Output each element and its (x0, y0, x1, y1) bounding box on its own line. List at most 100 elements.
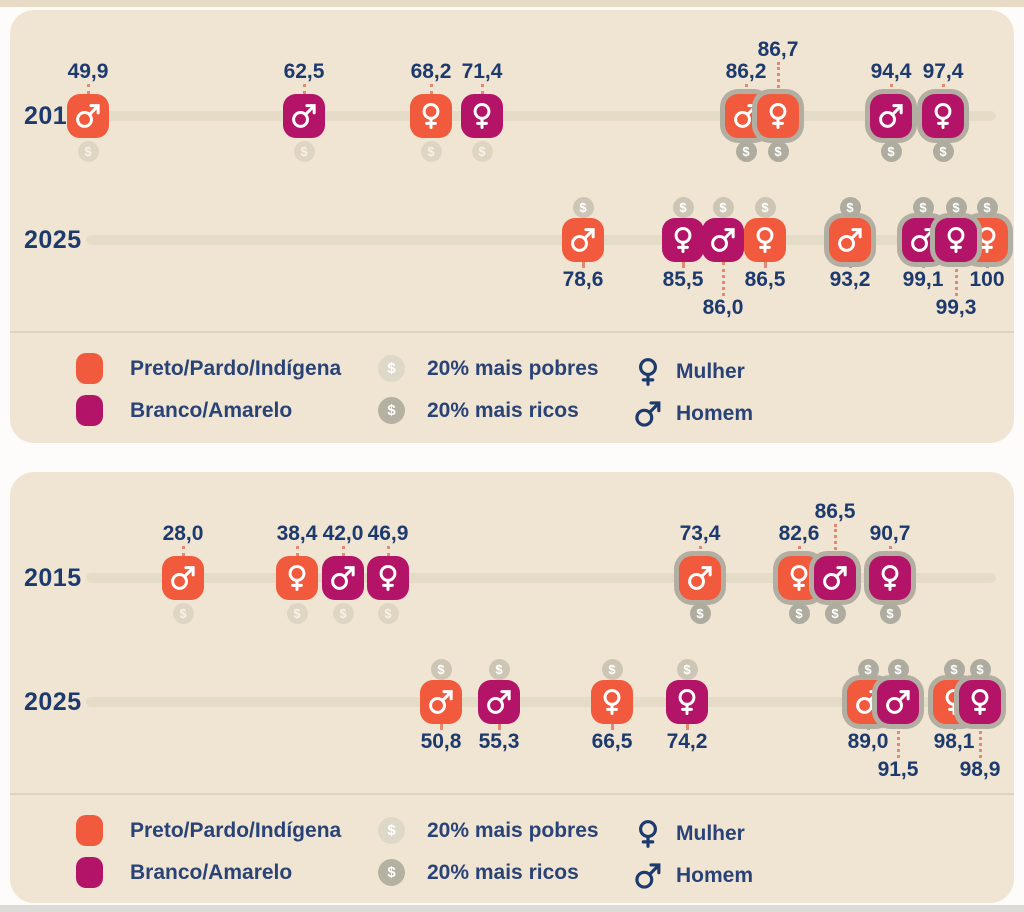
value-label: 91,5 (877, 758, 919, 781)
dollar-icon: $ (742, 144, 750, 159)
dollar-icon: $ (683, 662, 691, 677)
leader-line (897, 724, 900, 758)
female-icon (875, 563, 905, 593)
dollar-icon: $ (679, 200, 687, 215)
marker-preto-pardo-indigena (562, 218, 604, 262)
leader-line (296, 546, 299, 556)
income-badge-pobres: $ (488, 659, 510, 680)
income-badge-pobres: $ (286, 603, 308, 624)
value-label: 89,0 (847, 730, 889, 753)
female-icon (763, 101, 793, 131)
leader-line (481, 84, 484, 94)
legend-label: 20% mais pobres (427, 356, 599, 380)
male-icon (168, 563, 198, 593)
female-icon (965, 687, 995, 717)
value-label: 62,5 (283, 60, 325, 83)
male-icon (426, 687, 456, 717)
marker-branco-amarelo (662, 218, 704, 262)
income-badge-ricos: $ (976, 197, 998, 218)
value-label: 71,4 (461, 60, 503, 83)
dollar-icon: $ (427, 144, 435, 159)
timeline-track (86, 235, 996, 245)
income-badge-pobres: $ (471, 141, 493, 162)
legend-dollar-ricos-icon: $ (378, 397, 405, 424)
income-badge-ricos: $ (912, 197, 934, 218)
legend-dollar-pobres-icon: $ (378, 817, 405, 844)
timeline-track (86, 697, 996, 707)
dollar-icon: $ (887, 144, 895, 159)
leader-line (722, 262, 725, 296)
income-badge-pobres: $ (712, 197, 734, 218)
legend-label: Homem (676, 864, 754, 887)
dollar-icon: $ (579, 200, 587, 215)
income-badge-ricos: $ (932, 141, 954, 162)
female-icon (784, 563, 814, 593)
leader-line (745, 84, 748, 94)
chart-panel-bottom: 2015 $28,0 $38,4 $42,0 $46,9 $73,4 $82,6… (10, 472, 1014, 903)
income-badge-ricos: $ (857, 659, 879, 680)
value-label: 86,5 (744, 268, 786, 291)
value-label: 86,7 (757, 38, 799, 61)
female-icon (672, 687, 702, 717)
leader-line (867, 724, 870, 730)
marker-branco-amarelo (478, 680, 520, 724)
dollar-icon: $ (719, 200, 727, 215)
income-badge-ricos: $ (969, 659, 991, 680)
male-icon (289, 101, 319, 131)
legend-item-mulher: Mulher (632, 817, 745, 851)
legend-label: Branco/Amarelo (130, 860, 293, 884)
dollar-icon: $ (939, 144, 947, 159)
legend-swatch-ba (76, 395, 103, 426)
top-edge-strip (0, 0, 1024, 7)
income-badge-pobres: $ (676, 659, 698, 680)
legend-label: Branco/Amarelo (130, 398, 293, 422)
value-label: 85,5 (662, 268, 704, 291)
year-label: 2025 (24, 688, 82, 716)
marker-branco-amarelo (367, 556, 409, 600)
legend-item-mulher: Mulher (632, 355, 745, 389)
legend-item-ppi: Preto/Pardo/Indígena (76, 353, 341, 384)
leader-line (942, 84, 945, 94)
leader-line (430, 84, 433, 94)
male-icon (328, 563, 358, 593)
male-icon (908, 225, 938, 255)
female-icon (928, 101, 958, 131)
legend-label: 20% mais pobres (427, 818, 599, 842)
male-icon (632, 859, 664, 893)
income-badge-ricos: $ (689, 603, 711, 624)
legend-swatch-ba (76, 857, 103, 888)
leader-line (922, 262, 925, 268)
legend-swatch-ppi (76, 353, 103, 384)
value-label: 38,4 (276, 522, 318, 545)
value-label: 28,0 (162, 522, 204, 545)
marker-branco-amarelo (877, 680, 919, 724)
female-icon (941, 225, 971, 255)
value-label: 74,2 (666, 730, 708, 753)
value-label: 82,6 (778, 522, 820, 545)
value-label: 93,2 (829, 268, 871, 291)
male-icon (820, 563, 850, 593)
male-icon (73, 101, 103, 131)
dollar-icon: $ (293, 606, 301, 621)
male-icon (708, 225, 738, 255)
income-badge-ricos: $ (839, 197, 861, 218)
value-label: 55,3 (478, 730, 520, 753)
legend-label: 20% mais ricos (427, 860, 579, 884)
male-icon (883, 687, 913, 717)
marker-branco-amarelo (666, 680, 708, 724)
income-badge-pobres: $ (672, 197, 694, 218)
value-label: 98,9 (959, 758, 1001, 781)
dollar-icon: $ (894, 662, 902, 677)
dollar-icon: $ (950, 662, 958, 677)
dollar-icon: $ (478, 144, 486, 159)
marker-preto-pardo-indigena (744, 218, 786, 262)
value-label: 98,1 (933, 730, 975, 753)
marker-branco-amarelo (461, 94, 503, 138)
value-label: 86,5 (814, 500, 856, 523)
marker-preto-pardo-indigena (591, 680, 633, 724)
dollar-icon: $ (300, 144, 308, 159)
male-icon (876, 101, 906, 131)
legend-item-homem: Homem (632, 859, 753, 893)
legend-item-ppi: Preto/Pardo/Indígena (76, 815, 341, 846)
value-label: 49,9 (67, 60, 109, 83)
